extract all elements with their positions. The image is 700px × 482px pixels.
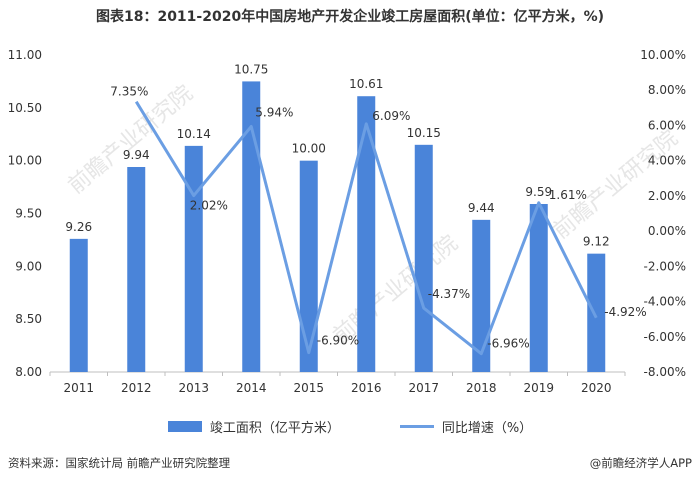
bar-value-label: 10.61 xyxy=(349,77,383,91)
bar-value-label: 9.26 xyxy=(65,220,92,234)
left-tick-label: 10.00 xyxy=(8,154,42,168)
legend: 竣工面积（亿平方米） 同比增速（%） xyxy=(0,416,700,436)
bar-2019 xyxy=(529,203,548,372)
bar-2015 xyxy=(299,160,318,372)
x-axis: 2011 2012 2013 2014 2015 2016 2017 2018 2019 2020 xyxy=(49,371,626,395)
footer: 资料来源：国家统计局 前瞻产业研究院整理 @前瞻经济学人APP xyxy=(8,455,692,471)
right-tick-label: 8.00% xyxy=(648,83,686,97)
growth-value-label: 5.94% xyxy=(255,106,293,120)
growth-value-label: -6.96% xyxy=(487,337,529,351)
growth-value-label: 6.09% xyxy=(372,109,410,123)
growth-value-label: -4.37% xyxy=(428,287,470,301)
x-tick-label: 2018 xyxy=(466,381,497,395)
right-axis: -8.00% -6.00% -4.00% -2.00% 0.00% 2.00% 4.00% 6… xyxy=(640,48,686,379)
x-tick-label: 2017 xyxy=(408,381,439,395)
right-tick-label: -2.00% xyxy=(644,259,686,273)
x-tick-label: 2020 xyxy=(581,381,612,395)
right-tick-label: -6.00% xyxy=(644,330,686,344)
legend-item-line: 同比增速（%） xyxy=(399,417,533,436)
bar-2016 xyxy=(357,96,376,373)
left-tick-label: 9.00 xyxy=(15,259,42,273)
bar-value-label: 9.12 xyxy=(583,235,610,249)
growth-value-label: 1.61% xyxy=(549,188,587,202)
right-tick-label: -4.00% xyxy=(644,295,686,309)
growth-value-label: -6.90% xyxy=(317,334,359,348)
left-tick-label: 8.00 xyxy=(15,365,42,379)
right-tick-label: 0.00% xyxy=(648,224,686,238)
bar-value-label: 10.15 xyxy=(407,126,441,140)
x-tick-label: 2013 xyxy=(178,381,209,395)
x-tick-label: 2011 xyxy=(63,381,94,395)
bar-value-label: 10.14 xyxy=(177,127,211,141)
bar-2018 xyxy=(472,219,491,372)
x-tick-label: 2015 xyxy=(293,381,324,395)
legend-bar-swatch xyxy=(167,420,202,432)
legend-line-swatch xyxy=(399,424,434,428)
growth-value-label: -4.92% xyxy=(604,305,646,319)
legend-item-bar: 竣工面积（亿平方米） xyxy=(167,417,340,436)
source-note: 资料来源：国家统计局 前瞻产业研究院整理 xyxy=(8,456,231,470)
left-tick-label: 8.50 xyxy=(15,312,42,326)
bar-value-label: 9.59 xyxy=(525,185,552,199)
brand-credit: @前瞻经济学人APP xyxy=(589,456,692,470)
data-labels: 9.26 9.94 10.14 10.75 10.00 10.61 10.15 9.44 9.5… xyxy=(65,62,646,350)
right-tick-label: 6.00% xyxy=(648,118,686,132)
right-tick-label: 10.00% xyxy=(640,48,686,62)
bars xyxy=(69,81,606,373)
bar-2013 xyxy=(184,145,203,372)
left-axis: 8.00 8.50 9.00 9.50 10.00 10.50 11.00 xyxy=(8,48,42,379)
legend-line-label: 同比增速（%） xyxy=(441,420,533,436)
right-tick-label: 2.00% xyxy=(648,189,686,203)
right-tick-label: 4.00% xyxy=(648,154,686,168)
growth-value-label: 7.35% xyxy=(110,85,148,99)
bar-2011 xyxy=(69,238,88,372)
bar-value-label: 10.75 xyxy=(234,62,268,76)
left-tick-label: 9.50 xyxy=(15,207,42,221)
growth-line-path xyxy=(134,100,598,356)
right-tick-label: -8.00% xyxy=(644,365,686,379)
growth-value-label: 2.02% xyxy=(190,199,228,213)
left-tick-label: 10.50 xyxy=(8,101,42,115)
growth-line xyxy=(134,100,598,356)
bar-2020 xyxy=(587,253,606,372)
x-tick-label: 2019 xyxy=(523,381,554,395)
x-tick-label: 2014 xyxy=(236,381,267,395)
bar-value-label: 9.94 xyxy=(123,148,150,162)
x-tick-label: 2016 xyxy=(351,381,382,395)
bar-value-label: 9.44 xyxy=(468,201,495,215)
bar-2012 xyxy=(127,167,146,372)
chart-title: 图表18：2011-2020年中国房地产开发企业竣工房屋面积(单位：亿平方米，%… xyxy=(95,9,605,25)
left-tick-label: 11.00 xyxy=(8,48,42,62)
bar-2017 xyxy=(414,144,433,372)
legend-bar-label: 竣工面积（亿平方米） xyxy=(209,420,340,436)
x-tick-label: 2012 xyxy=(121,381,152,395)
bar-value-label: 10.00 xyxy=(292,142,326,156)
bar-2014 xyxy=(242,81,261,373)
